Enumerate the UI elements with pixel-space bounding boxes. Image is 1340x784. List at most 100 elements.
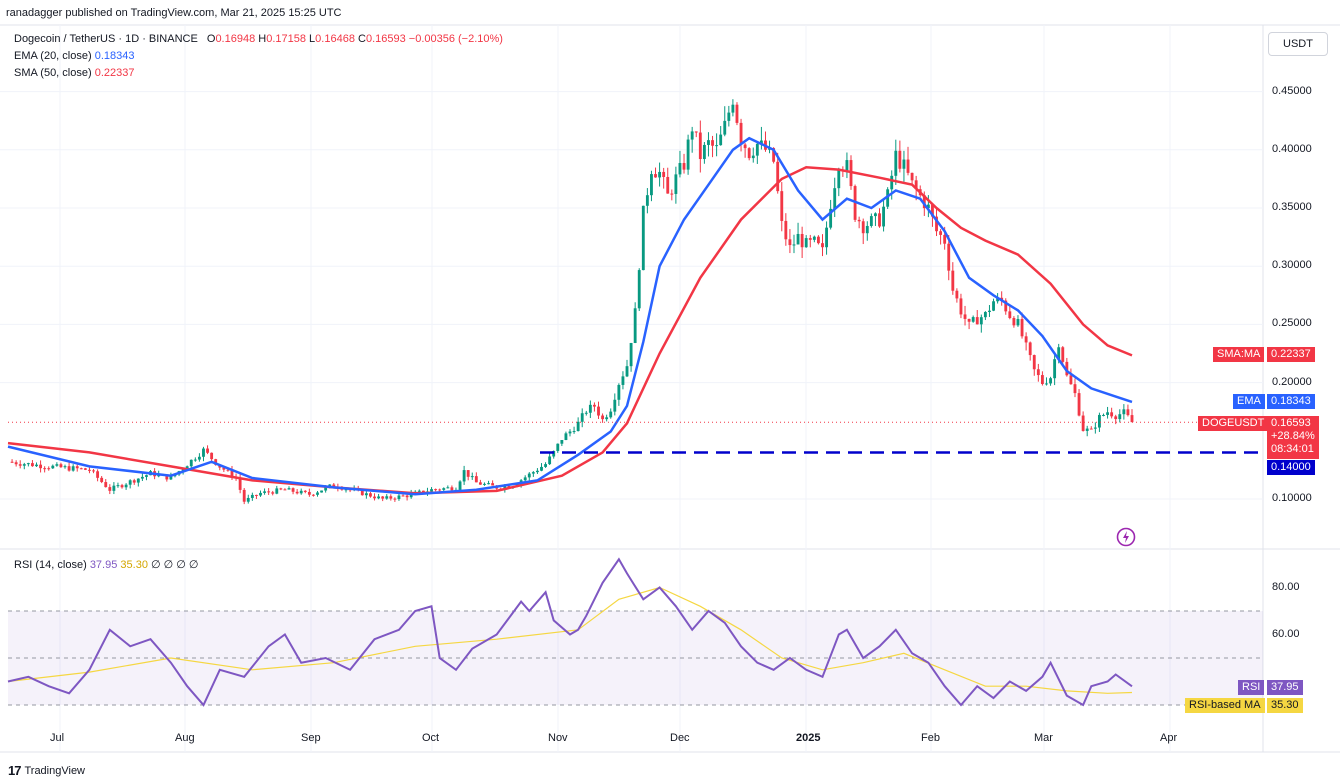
rsi-label: RSI (14, close) bbox=[14, 559, 87, 571]
lightning-icon[interactable] bbox=[1116, 527, 1136, 547]
candle-body bbox=[1077, 393, 1081, 416]
candle-body bbox=[609, 411, 613, 418]
candle-body bbox=[1106, 412, 1109, 415]
rsi-tick-label: 80.00 bbox=[1272, 580, 1300, 593]
candle-body bbox=[267, 491, 271, 493]
candle-body bbox=[662, 171, 666, 177]
candle-body bbox=[792, 244, 796, 246]
candle-body bbox=[332, 484, 336, 487]
price-tick-label: 0.30000 bbox=[1272, 259, 1312, 272]
candle-body bbox=[552, 450, 556, 457]
rsi-legend[interactable]: RSI (14, close) 37.95 35.30 ∅ ∅ ∅ ∅ bbox=[14, 559, 199, 572]
candle-body bbox=[544, 464, 547, 467]
candle-body bbox=[625, 366, 629, 377]
symbol-legend[interactable]: Dogecoin / TetherUS · 1D · BINANCE O0.16… bbox=[14, 33, 503, 46]
footer-brand[interactable]: 17 TradingView bbox=[8, 763, 85, 778]
rsi-empty-values: ∅ ∅ ∅ ∅ bbox=[151, 559, 199, 571]
candle-body bbox=[556, 443, 560, 451]
candle-body bbox=[124, 484, 128, 488]
candle-body bbox=[731, 104, 735, 113]
candle-body bbox=[584, 412, 588, 414]
high-value: 0.17158 bbox=[266, 33, 306, 45]
change-value: −0.00356 (−2.10%) bbox=[408, 33, 503, 45]
candle-body bbox=[796, 233, 800, 245]
candle-body bbox=[226, 469, 230, 471]
time-tick-label: Aug bbox=[175, 732, 195, 744]
candle-body bbox=[1024, 336, 1028, 343]
candle-body bbox=[992, 301, 995, 311]
candle-body bbox=[405, 495, 409, 498]
sma-legend[interactable]: SMA (50, close) 0.22337 bbox=[14, 67, 134, 80]
time-tick-label: Dec bbox=[670, 732, 690, 744]
candle-body bbox=[385, 496, 389, 499]
candle-body bbox=[759, 140, 763, 144]
candle-body bbox=[214, 459, 218, 465]
candle-body bbox=[711, 140, 714, 146]
candle-body bbox=[120, 485, 124, 488]
candle-body bbox=[719, 134, 723, 146]
candle-body bbox=[185, 466, 189, 470]
candle-body bbox=[491, 483, 495, 486]
candle-body bbox=[825, 227, 828, 248]
sma-tag-name: SMA:MA bbox=[1213, 347, 1265, 362]
candle-body bbox=[1069, 375, 1073, 385]
candle-body bbox=[560, 440, 564, 444]
candle-body bbox=[466, 470, 470, 477]
candle-body bbox=[800, 233, 804, 248]
candle-body bbox=[1122, 409, 1126, 415]
candle-body bbox=[1126, 409, 1130, 416]
candle-body bbox=[275, 488, 279, 494]
candle-body bbox=[458, 481, 462, 490]
candle-body bbox=[83, 468, 87, 470]
candle-body bbox=[833, 188, 837, 209]
candle-body bbox=[707, 140, 710, 145]
candle-body bbox=[804, 238, 808, 248]
candle-body bbox=[316, 492, 319, 495]
candle-body bbox=[474, 476, 478, 483]
candle-body bbox=[975, 317, 979, 325]
ema-legend[interactable]: EMA (20, close) 0.18343 bbox=[14, 50, 134, 63]
currency-unit-button[interactable]: USDT bbox=[1268, 32, 1328, 56]
candle-body bbox=[955, 290, 959, 299]
candle-body bbox=[88, 469, 91, 471]
candle-body bbox=[979, 317, 983, 325]
candle-body bbox=[259, 492, 262, 496]
candle-body bbox=[373, 496, 376, 499]
candle-body bbox=[739, 122, 743, 145]
candle-body bbox=[666, 176, 670, 194]
rsi-value: 37.95 bbox=[89, 559, 118, 571]
symbol-tag-name: DOGEUSDT bbox=[1198, 416, 1269, 431]
candle-body bbox=[136, 478, 140, 483]
candle-body bbox=[320, 490, 324, 493]
price-tick-label: 0.40000 bbox=[1272, 142, 1312, 155]
candle-body bbox=[1053, 359, 1057, 379]
rsi-ma-tag-value: 35.30 bbox=[1267, 698, 1303, 713]
candle-body bbox=[751, 155, 755, 159]
candle-body bbox=[96, 471, 100, 478]
candle-body bbox=[959, 298, 963, 315]
sma-tag-value: 0.22337 bbox=[1267, 347, 1315, 362]
candle-body bbox=[35, 464, 38, 467]
candle-body bbox=[18, 464, 22, 466]
symbol-tag-change: +28.84% bbox=[1271, 430, 1315, 442]
candle-body bbox=[503, 486, 507, 490]
candle-body bbox=[678, 163, 682, 175]
candle-body bbox=[540, 466, 543, 471]
candle-body bbox=[1065, 361, 1069, 376]
candle-body bbox=[861, 221, 865, 234]
candle-body bbox=[67, 466, 71, 471]
candle-body bbox=[287, 488, 291, 490]
candle-body bbox=[983, 312, 987, 318]
candle-body bbox=[250, 494, 254, 498]
candle-body bbox=[735, 104, 739, 123]
candle-body bbox=[303, 490, 307, 492]
time-tick-label: Feb bbox=[921, 732, 940, 744]
candle-body bbox=[650, 174, 653, 196]
candle-body bbox=[808, 238, 812, 240]
candle-body bbox=[360, 489, 364, 496]
low-label: L bbox=[309, 33, 316, 45]
candle-body bbox=[1114, 416, 1118, 420]
candle-body bbox=[780, 191, 784, 221]
candle-body bbox=[922, 195, 926, 209]
